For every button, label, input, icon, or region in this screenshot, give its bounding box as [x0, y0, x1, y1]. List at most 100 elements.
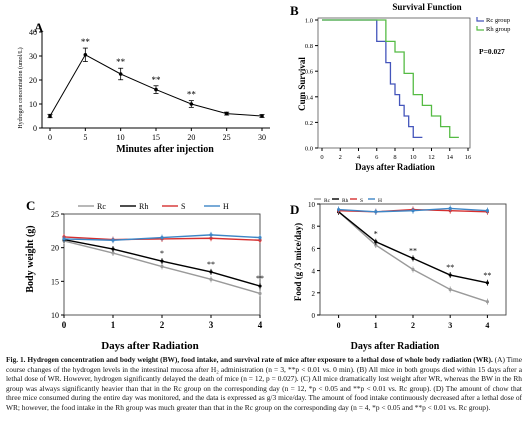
panel-d-xlabel: Days after Radiation: [351, 341, 440, 352]
c-significance-mark: **: [207, 260, 215, 269]
d-legend-label: H: [378, 198, 382, 204]
b-legend-swatch: [476, 17, 484, 22]
a-y-tick-label: 0: [33, 124, 37, 133]
d-data-point: [448, 273, 452, 277]
b-legend-swatch: [476, 26, 484, 31]
a-data-point: [189, 102, 194, 106]
d-data-point: [485, 300, 489, 304]
b-plot-frame: [317, 17, 471, 149]
c-data-point: [160, 235, 164, 240]
panel-b-xlabel: Days after Radiation: [355, 162, 435, 172]
b-y-tick-label: 0.8: [305, 43, 313, 50]
d-y-tick-label: 10: [308, 201, 316, 209]
a-x-tick-label: 20: [187, 133, 195, 142]
caption-body: (A) Time course changes of the hydrogen …: [6, 355, 522, 412]
a-x-tick-label: 5: [83, 133, 87, 142]
c-y-tick-label: 15: [51, 277, 59, 286]
panel-c-label: C: [26, 198, 35, 213]
a-data-point: [48, 114, 52, 118]
a-data-point: [83, 53, 88, 57]
a-y-tick-label: 10: [29, 100, 37, 109]
b-survival-step-0: [322, 19, 423, 139]
b-x-tick-label: 12: [428, 154, 435, 161]
panel-b-title: Survival Function: [392, 2, 461, 12]
b-legend-label: Rh group: [486, 26, 510, 33]
panel-c-xlabel: Days after Radiation: [101, 340, 199, 352]
c-legend-label: S: [181, 202, 185, 211]
b-y-tick-label: 0.6: [305, 69, 314, 76]
d-x-tick-label: 3: [448, 321, 452, 330]
b-x-tick-label: 8: [393, 154, 396, 161]
b-x-tick-label: 16: [465, 154, 472, 161]
a-significance-mark: **: [116, 57, 126, 67]
panel-a-chart: A Hydrogen concentration (umol/L) Minute…: [17, 20, 270, 155]
c-legend-label: Rc: [97, 202, 106, 211]
d-x-tick-label: 0: [337, 321, 341, 330]
b-y-tick-label: 0.0: [305, 146, 313, 153]
c-x-tick-label: 0: [62, 320, 67, 330]
a-significance-mark: **: [81, 37, 91, 47]
panel-a-label: A: [34, 20, 44, 35]
d-data-point: [485, 209, 489, 213]
c-x-tick-label: 2: [160, 320, 165, 330]
a-data-point: [224, 111, 229, 116]
c-data-point: [258, 235, 262, 240]
b-x-tick-label: 14: [447, 154, 454, 161]
c-x-tick-label: 4: [258, 320, 263, 330]
b-y-tick-label: 0.4: [305, 94, 314, 101]
d-data-point: [337, 207, 341, 212]
d-data-point: [374, 210, 378, 214]
panel-b-label: B: [290, 3, 299, 18]
d-data-point: [374, 240, 378, 244]
figure-caption: Fig. 1. Hydrogen concentration and body …: [6, 355, 522, 413]
a-x-tick-label: 25: [223, 133, 231, 142]
panel-c-chart: C Body weight (g) Days after Radiation 1…: [25, 198, 264, 352]
b-y-tick-label: 1.0: [305, 18, 313, 25]
c-data-point: [258, 291, 262, 296]
c-legend-label: H: [223, 202, 229, 211]
c-y-tick-label: 20: [51, 244, 59, 253]
b-survival-step-1: [322, 19, 459, 139]
a-y-tick-label: 40: [29, 28, 37, 37]
c-data-point: [209, 270, 213, 274]
a-x-tick-label: 15: [152, 133, 160, 142]
c-data-point: [209, 233, 213, 237]
panel-d-chart: D Food (g /3 mice/day) Days after Radiat…: [290, 198, 507, 352]
a-x-tick-label: 10: [117, 133, 125, 142]
d-y-tick-label: 6: [312, 245, 316, 253]
c-data-point: [62, 237, 66, 241]
a-data-point: [154, 87, 158, 92]
c-data-point: [111, 251, 115, 255]
d-data-point: [411, 209, 415, 213]
d-y-tick-label: 0: [312, 312, 316, 320]
d-y-tick-label: 2: [312, 290, 316, 298]
c-y-tick-label: 25: [51, 210, 59, 219]
b-legend-label: Rc group: [486, 17, 510, 24]
d-significance-mark: **: [446, 263, 454, 272]
c-data-point: [160, 264, 164, 269]
d-significance-mark: **: [409, 246, 417, 255]
c-data-point: [111, 247, 115, 251]
d-data-point: [448, 206, 452, 211]
panel-d-label: D: [290, 202, 299, 217]
d-data-point: [374, 243, 378, 247]
d-x-tick-label: 4: [485, 321, 489, 330]
d-y-tick-label: 4: [312, 268, 316, 276]
a-data-point: [118, 72, 123, 76]
panel-b-pvalue: P=0.027: [479, 47, 505, 56]
d-data-point: [411, 256, 415, 260]
b-x-tick-label: 0: [320, 154, 323, 161]
c-x-tick-label: 3: [209, 320, 214, 330]
panel-a-ylabel: Hydrogen concentration (umol/L): [17, 47, 24, 128]
c-significance-mark: **: [256, 274, 264, 283]
c-x-tick-label: 1: [111, 320, 116, 330]
b-x-tick-label: 10: [410, 154, 417, 161]
b-x-tick-label: 2: [339, 154, 342, 161]
d-significance-mark: *: [374, 230, 378, 239]
a-x-tick-label: 30: [258, 133, 266, 142]
d-legend-label: S: [360, 198, 363, 204]
a-significance-mark: **: [152, 75, 162, 85]
panel-b-ylabel: Cum Survival: [297, 57, 307, 111]
d-data-point: [448, 287, 452, 292]
b-y-tick-label: 0.2: [305, 120, 313, 127]
